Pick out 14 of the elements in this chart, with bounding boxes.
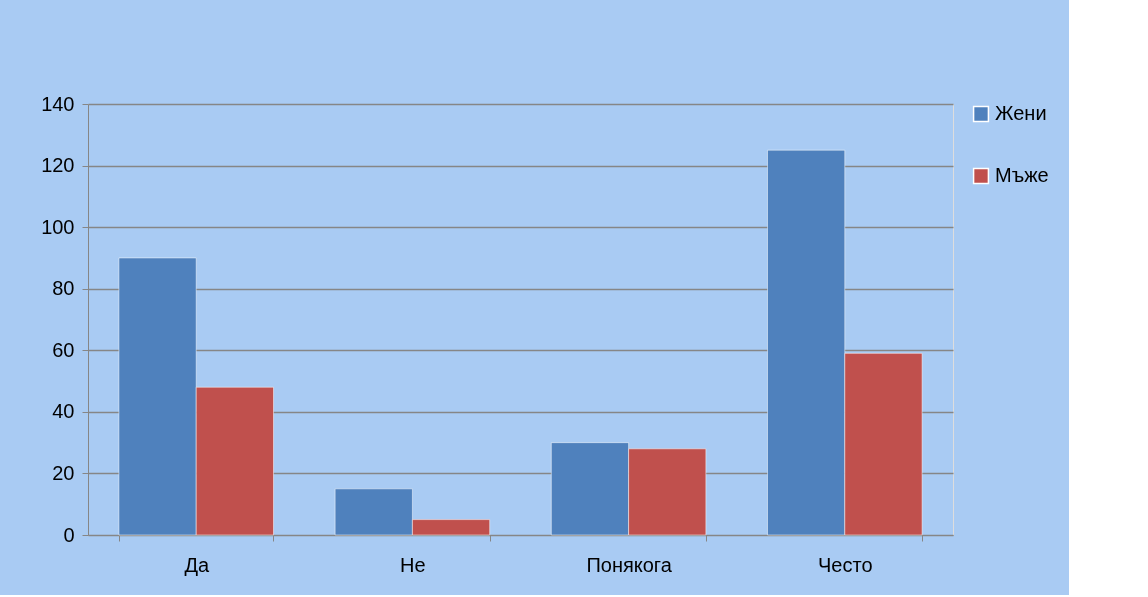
y-tick-label: 40: [52, 400, 75, 423]
x-tick-label: Да: [184, 553, 210, 576]
legend-label: Жени: [995, 102, 1047, 124]
y-tick-label: 80: [52, 277, 75, 300]
y-tick-label: 140: [41, 92, 75, 115]
x-tick-label: Често: [818, 553, 873, 576]
y-tick-label: 0: [63, 523, 75, 546]
y-tick-label: 60: [52, 338, 75, 361]
y-tick-label: 20: [52, 461, 75, 484]
y-tick-label: 100: [41, 215, 75, 238]
x-tick-label: Понякога: [586, 553, 673, 576]
x-tick-label: Не: [400, 553, 426, 576]
legend-label: Мъже: [995, 164, 1049, 186]
y-tick-label: 120: [41, 154, 75, 177]
